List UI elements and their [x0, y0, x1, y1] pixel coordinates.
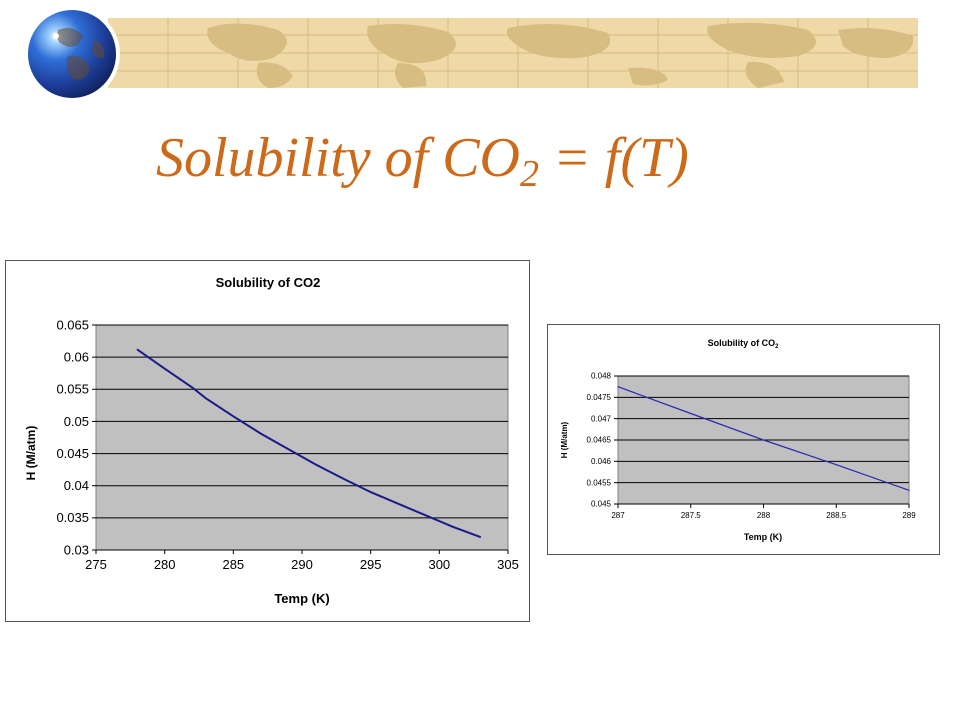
chart-1-ylabel: H (M/atm): [24, 426, 38, 481]
chart-1-ytick-label: 0.035: [56, 510, 89, 525]
chart-2-svg: Solubility of CO2 Temp (K) H (M/atm) 0.0…: [560, 338, 916, 542]
chart-1-ytick-label: 0.05: [64, 414, 89, 429]
chart-solubility-zoomed: Solubility of CO2 Temp (K) H (M/atm) 0.0…: [547, 324, 940, 555]
chart-1-data-point: [342, 478, 344, 480]
chart-1-data-point: [232, 415, 234, 417]
chart-1-xtick-label: 275: [85, 557, 107, 572]
chart-2-data-point: [690, 412, 692, 415]
chart-1-ytick-label: 0.03: [64, 542, 89, 557]
chart-1-data-point: [260, 433, 262, 435]
chart-1-xtick-label: 290: [291, 557, 313, 572]
chart-solubility-full-range: Solubility of CO2 Temp (K) H (M/atm) 0.0…: [5, 260, 530, 622]
chart-1-series-line: [136, 348, 481, 539]
title-subscript: 2: [520, 153, 539, 195]
chart-1-data-point: [205, 397, 207, 399]
chart-1-data-point: [315, 463, 317, 466]
chart-1-plot-area: [95, 324, 509, 551]
slide-title: Solubility of CO2 = f(T): [156, 118, 876, 198]
chart-1-data-point: [136, 348, 138, 351]
chart-1-data-point: [191, 386, 193, 388]
title-tail: = f(T): [539, 127, 689, 189]
chart-2-xtick-label: 287: [611, 511, 625, 520]
chart-2-ytick-label: 0.048: [591, 372, 612, 381]
chart-2-title-subscript: 2: [775, 344, 779, 350]
world-map-decoration: [108, 18, 918, 88]
title-main: Solubility of CO: [156, 127, 520, 189]
chart-1-ytick-label: 0.06: [64, 349, 89, 364]
chart-1-data-point: [425, 514, 427, 516]
header-banner: [108, 18, 918, 88]
chart-1-ytick-label: 0.045: [56, 446, 89, 461]
chart-2-ytick-label: 0.0455: [587, 478, 612, 487]
chart-1-ytick-label: 0.055: [56, 382, 89, 397]
chart-2-ytick-label: 0.0465: [587, 436, 612, 445]
chart-2-xtick-label: 288: [757, 511, 771, 520]
chart-2-ylabel: H (M/atm): [560, 421, 569, 458]
chart-1-xtick-label: 295: [360, 557, 382, 572]
chart-2-ytick-label: 0.0475: [587, 393, 612, 402]
chart-1-data-point: [452, 526, 454, 528]
chart-2-xtick-label: 289: [902, 511, 916, 520]
chart-1-data-point: [287, 448, 289, 450]
chart-1-data-point: [164, 368, 166, 370]
chart-2-xtick-label: 288.5: [826, 511, 847, 520]
chart-2-xtick-label: 287.5: [681, 511, 702, 520]
chart-1-data-point: [479, 536, 482, 538]
chart-2-ytick-label: 0.047: [591, 414, 612, 423]
chart-2-title-main: Solubility of CO: [708, 338, 776, 348]
chart-1-xtick-label: 285: [222, 557, 244, 572]
chart-1-xtick-label: 280: [154, 557, 176, 572]
chart-1-xlabel: Temp (K): [274, 591, 329, 606]
chart-1-xtick-label: 300: [428, 557, 450, 572]
chart-2-ytick-label: 0.045: [591, 500, 612, 509]
chart-1-ytick-label: 0.04: [64, 478, 89, 493]
chart-2-data-point: [762, 439, 765, 441]
chart-2-xlabel: Temp (K): [744, 532, 782, 542]
chart-2-data-point: [908, 489, 910, 491]
chart-2-ytick-label: 0.046: [591, 457, 612, 466]
chart-1-ytick-label: 0.065: [56, 317, 89, 332]
chart-1-title: Solubility of CO2: [216, 275, 321, 290]
chart-1-svg: Solubility of CO2 Temp (K) H (M/atm) 0.0…: [24, 275, 519, 606]
chart-2-title: Solubility of CO2: [708, 338, 780, 350]
chart-2-data-point: [617, 386, 619, 388]
chart-1-data-point: [370, 491, 372, 493]
chart-1-data-point: [397, 503, 399, 505]
globe-logo: [28, 10, 116, 98]
chart-1-xtick-label: 305: [497, 557, 519, 572]
chart-2-data-point: [835, 464, 837, 466]
